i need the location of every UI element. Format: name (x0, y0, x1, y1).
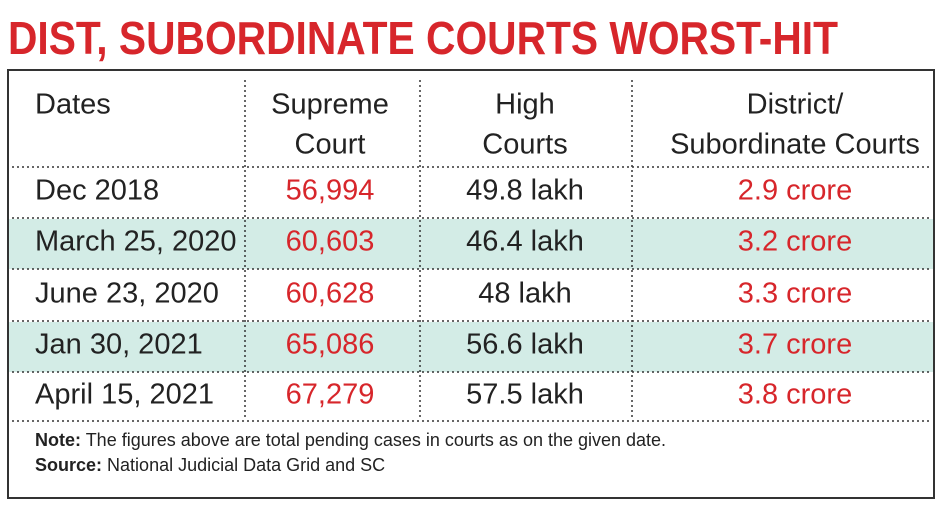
cell: Jan 30, 2021 (35, 329, 203, 361)
cell: 3.8 crore (738, 379, 852, 411)
title: DIST, SUBORDINATE COURTS WORST-HIT (8, 12, 838, 64)
cell: 65,086 (286, 329, 375, 361)
cell: March 25, 2020 (35, 226, 237, 258)
cell: 49.8 lakh (466, 175, 584, 207)
table-border (7, 69, 935, 499)
cell: 67,279 (286, 379, 375, 411)
note: Note: The figures above are total pendin… (35, 430, 666, 450)
cell: 3.7 crore (738, 329, 852, 361)
column-header: High (495, 89, 555, 121)
table: Dates Supreme Court High Courts District/Subo… (9, 80, 933, 422)
cell: 2.9 crore (738, 175, 852, 207)
column-header: Supreme (271, 89, 389, 121)
cell: 3.3 crore (738, 278, 852, 310)
cell: 60,603 (286, 226, 375, 258)
note-label: Note: (35, 430, 81, 450)
source-text: National Judicial Data Grid and SC (107, 455, 385, 475)
source: Source: National Judicial Data Grid and … (35, 455, 385, 475)
column-header: District/ (747, 89, 845, 121)
column-header: Subordinate Courts (670, 129, 920, 161)
cell: 56.6 lakh (466, 329, 584, 361)
row-band (9, 322, 933, 372)
column-header: Courts (482, 129, 567, 161)
cell: Dec 2018 (35, 175, 159, 207)
cell: 57.5 lakh (466, 379, 584, 411)
cell: April 15, 2021 (35, 379, 214, 411)
cell: 60,628 (286, 278, 375, 310)
row-band (9, 219, 933, 269)
cell: June 23, 2020 (35, 278, 219, 310)
cell: 3.2 crore (738, 226, 852, 258)
cell: 48 lakh (478, 278, 572, 310)
column-header: Dates (35, 89, 111, 121)
cell: 56,994 (286, 175, 375, 207)
cell: 46.4 lakh (466, 226, 584, 258)
source-label: Source: (35, 455, 102, 475)
column-header: Court (295, 129, 366, 161)
note-text: The figures above are total pending case… (86, 430, 666, 450)
